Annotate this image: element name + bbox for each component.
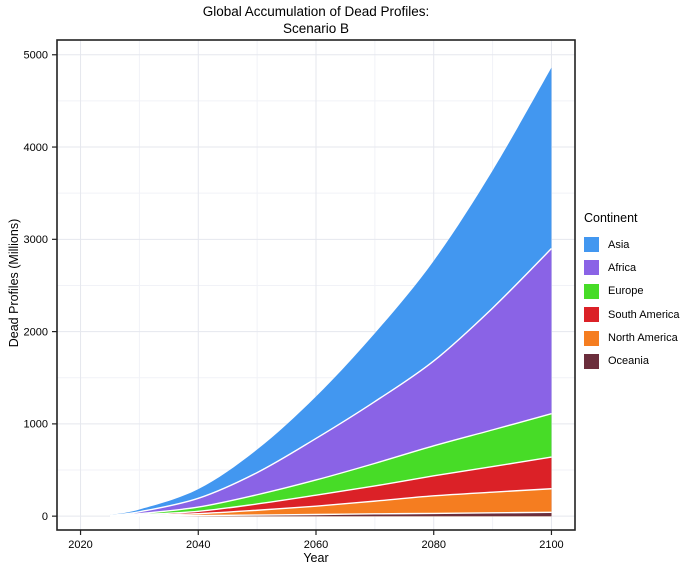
- x-tick-label: 2020: [68, 539, 92, 551]
- legend-label: Asia: [608, 238, 630, 251]
- y-tick-label: 5000: [24, 50, 48, 62]
- stacked-areas: [109, 67, 552, 517]
- x-tick-label: 2060: [304, 539, 328, 551]
- legend-item-south-america: South America: [584, 306, 698, 323]
- legend: Continent Asia Africa Europe South America N…: [584, 211, 698, 376]
- legend-label: Africa: [608, 261, 637, 274]
- area-separator-line: [109, 488, 552, 517]
- chart-title-line1: Global Accumulation of Dead Profiles:: [202, 4, 430, 19]
- legend-item-north-america: North America: [584, 330, 698, 347]
- legend-item-asia: Asia: [584, 236, 698, 253]
- area-separator-line: [109, 456, 552, 517]
- legend-swatch-icon: [584, 330, 599, 346]
- x-tick-label: 2040: [186, 539, 210, 551]
- chart-title-line2: Scenario B: [282, 21, 350, 36]
- legend-swatch-icon: [584, 283, 599, 299]
- y-tick-label: 4000: [24, 142, 48, 154]
- legend-swatch-icon: [584, 353, 599, 369]
- legend-items: Asia Africa Europe South America North Ameri…: [584, 236, 698, 370]
- area-separator-line: [109, 248, 552, 517]
- area-separator-line: [109, 511, 552, 517]
- legend-swatch-icon: [584, 237, 599, 252]
- area-oceania: [109, 512, 552, 517]
- legend-item-africa: Africa: [584, 259, 698, 276]
- x-tick-label: 2100: [539, 539, 563, 551]
- y-tick-label: 2000: [24, 326, 48, 338]
- y-tick-label: 3000: [24, 234, 48, 246]
- x-tick-label: 2080: [421, 539, 445, 551]
- chart-title: Global Accumulation of Dead Profiles: Sc…: [57, 3, 575, 37]
- legend-title: Continent: [584, 211, 638, 225]
- legend-label: Europe: [608, 285, 644, 298]
- legend-label: Oceania: [608, 355, 649, 368]
- legend-swatch-icon: [584, 260, 599, 276]
- legend-label: South America: [608, 308, 680, 321]
- x-axis-title: Year: [303, 551, 329, 565]
- area-separator-line: [109, 413, 552, 517]
- y-tick-label: 1000: [24, 419, 48, 431]
- legend-item-europe: Europe: [584, 283, 698, 300]
- y-tick-label: 0: [42, 511, 48, 523]
- legend-label: North America: [608, 332, 678, 345]
- legend-swatch-icon: [584, 307, 599, 323]
- legend-item-oceania: Oceania: [584, 353, 698, 370]
